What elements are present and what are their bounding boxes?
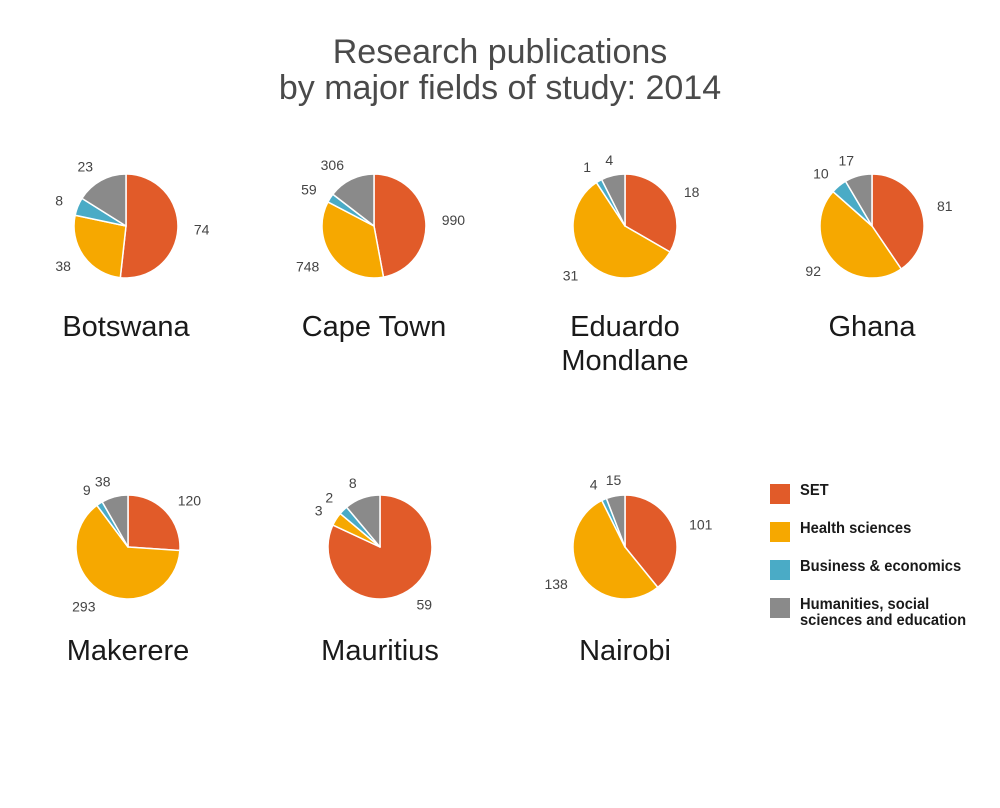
pie-slice-botswana-set <box>119 173 179 279</box>
data-label-makerere-business-economics: 9 <box>83 482 91 498</box>
legend-label-line: SET <box>800 482 829 499</box>
data-label-ghana-humanities-social-sciences-and-education: 17 <box>839 152 855 168</box>
chart-title-line-1: Research publications <box>332 33 668 71</box>
data-label-ghana-set: 81 <box>937 198 953 214</box>
legend-swatch <box>770 484 790 504</box>
data-label-cape-town-health-sciences: 748 <box>296 259 320 275</box>
data-label-cape-town-business-economics: 59 <box>301 181 317 197</box>
pie-slice-ghana-humanities-social-sciences-and-education <box>844 173 873 227</box>
data-label-eduardo-mondlane-health-sciences: 31 <box>563 268 579 284</box>
data-label-eduardo-mondlane-business-economics: 1 <box>583 159 591 175</box>
pie-slice-makerere-health-sciences <box>75 504 181 600</box>
university-name-makerere: Makerere <box>18 634 238 668</box>
data-label-botswana-humanities-social-sciences-and-education: 23 <box>78 159 94 175</box>
data-label-nairobi-business-economics: 4 <box>590 477 598 493</box>
legend-label-line: sciences and education <box>800 612 967 629</box>
legend-item-business-economics: Business & economics <box>770 554 1000 592</box>
data-label-mauritius-set: 59 <box>417 596 433 612</box>
pie-slice-makerere-set <box>127 494 181 552</box>
data-label-mauritius-humanities-social-sciences-and-education: 8 <box>349 475 357 491</box>
data-label-mauritius-business-economics: 2 <box>325 490 333 506</box>
data-label-eduardo-mondlane-humanities-social-sciences-and-education: 4 <box>605 152 613 168</box>
legend: SET Health sciences Business & economics Hu… <box>770 478 1000 630</box>
university-name-line-1: Nairobi <box>579 635 671 667</box>
legend-label: SET <box>800 483 829 499</box>
pie-slice-botswana-health-sciences <box>73 214 127 279</box>
pie-slice-mauritius-set <box>327 494 433 600</box>
pie-slice-eduardo-mondlane-humanities-social-sciences-and-education <box>600 173 626 227</box>
legend-item-humanities-social-sciences-and-education: Humanities, social sciences and education <box>770 592 1000 630</box>
data-label-cape-town-humanities-social-sciences-and-education: 306 <box>321 157 345 173</box>
pie-slice-cape-town-health-sciences <box>321 201 385 279</box>
university-name-line-1: Makerere <box>66 635 190 667</box>
legend-label-line: Health sciences <box>800 520 912 537</box>
chart-title-line-2: by major fields of study: 2014 <box>278 69 722 107</box>
university-name-mauritius: Mauritius <box>270 634 490 668</box>
pie-slice-makerere-humanities-social-sciences-and-education <box>101 494 129 548</box>
legend-label-line: Humanities, social <box>800 596 930 613</box>
university-name-line-1: Ghana <box>828 311 916 343</box>
pie-slice-eduardo-mondlane-health-sciences <box>572 181 671 279</box>
data-label-botswana-set: 74 <box>194 222 210 238</box>
pie-slice-eduardo-mondlane-set <box>624 173 678 253</box>
pie-slice-botswana-humanities-social-sciences-and-education <box>81 173 127 227</box>
university-name-eduardo-mondlane: Eduardo Mondlane <box>515 310 735 378</box>
university-name-nairobi: Nairobi <box>515 634 735 668</box>
data-label-botswana-business-economics: 8 <box>55 193 63 209</box>
pie-slice-nairobi-health-sciences <box>572 499 659 600</box>
legend-label-line: Business & economics <box>800 558 962 575</box>
pie-slice-nairobi-humanities-social-sciences-and-education <box>605 494 626 548</box>
legend-label: Health sciences <box>800 521 911 537</box>
data-label-cape-town-set: 990 <box>442 212 466 228</box>
legend-swatch <box>770 522 790 542</box>
pie-slice-ghana-health-sciences <box>819 190 902 279</box>
university-name-line-1: Botswana <box>62 311 190 343</box>
university-name-line-1: Eduardo <box>570 311 680 343</box>
data-label-nairobi-humanities-social-sciences-and-education: 15 <box>606 472 622 488</box>
data-label-makerere-humanities-social-sciences-and-education: 38 <box>95 473 111 489</box>
data-label-ghana-business-economics: 10 <box>813 166 829 182</box>
data-label-ghana-health-sciences: 92 <box>805 263 821 279</box>
university-name-line-1: Mauritius <box>321 635 439 667</box>
legend-swatch <box>770 560 790 580</box>
data-label-eduardo-mondlane-set: 18 <box>684 184 700 200</box>
data-label-nairobi-set: 101 <box>689 516 713 532</box>
legend-item-set: SET <box>770 478 1000 516</box>
university-name-ghana: Ghana <box>762 310 982 344</box>
pie-slice-mauritius-humanities-social-sciences-and-education <box>345 494 381 548</box>
data-label-botswana-health-sciences: 38 <box>55 258 71 274</box>
pie-slice-cape-town-set <box>373 173 427 278</box>
legend-swatch <box>770 598 790 618</box>
pie-slice-cape-town-humanities-social-sciences-and-education <box>332 173 375 227</box>
legend-label: Humanities, social sciences and education <box>800 597 966 629</box>
university-name-line-2: Mondlane <box>561 345 689 377</box>
legend-label: Business & economics <box>800 559 961 575</box>
data-label-nairobi-health-sciences: 138 <box>544 576 568 592</box>
pie-slice-ghana-set <box>871 173 925 270</box>
legend-item-health-sciences: Health sciences <box>770 516 1000 554</box>
chart-title: Research publications by major fields of… <box>0 34 1000 106</box>
data-label-makerere-health-sciences: 293 <box>72 599 96 615</box>
university-name-line-1: Cape Town <box>301 311 447 343</box>
university-name-cape-town: Cape Town <box>264 310 484 344</box>
data-label-mauritius-health-sciences: 3 <box>315 503 323 519</box>
university-name-botswana: Botswana <box>16 310 236 344</box>
pie-slice-nairobi-set <box>624 494 678 589</box>
data-label-makerere-set: 120 <box>178 493 202 509</box>
